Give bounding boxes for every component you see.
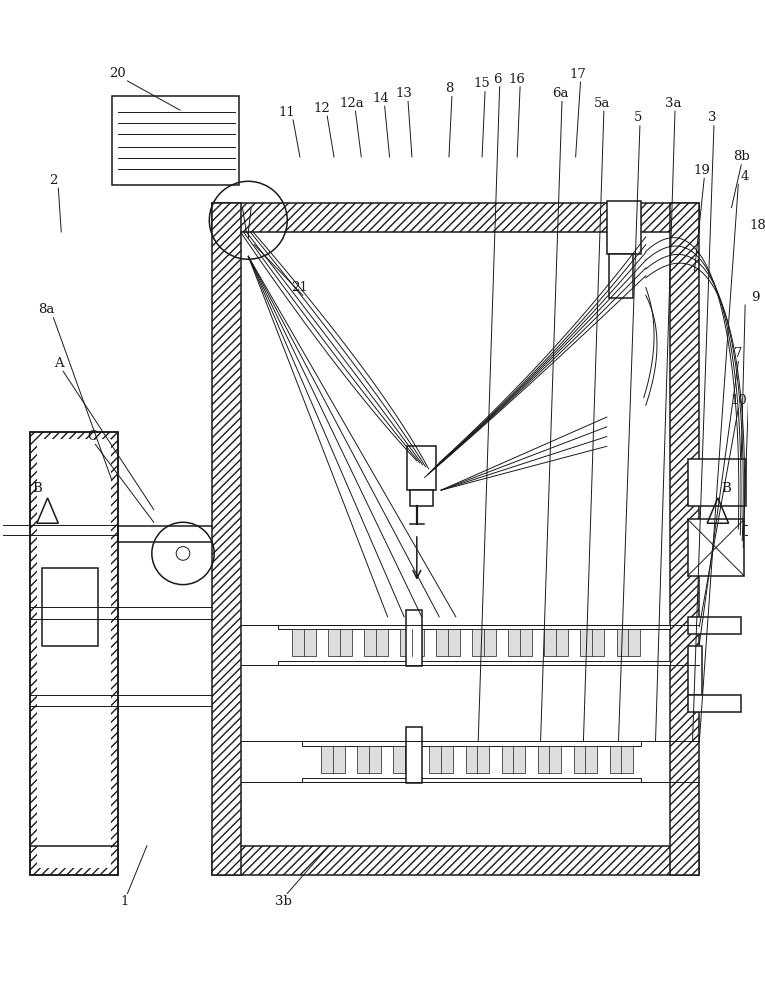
Bar [292, 630, 315, 655]
Text: 13: 13 [396, 87, 412, 100]
Text: 18: 18 [750, 219, 765, 232]
Bar [688, 646, 702, 695]
Text: 6: 6 [493, 72, 502, 85]
Circle shape [176, 546, 190, 560]
Bar [407, 446, 436, 490]
Text: 20: 20 [109, 66, 126, 79]
Bar [364, 630, 388, 655]
Text: 2: 2 [49, 174, 57, 187]
Text: 8: 8 [444, 82, 453, 95]
Text: A: A [54, 357, 64, 370]
Text: 21: 21 [291, 281, 308, 294]
Text: 5a: 5a [594, 97, 610, 110]
Text: 17: 17 [569, 67, 586, 80]
Text: 12a: 12a [339, 97, 364, 110]
Bar [574, 746, 597, 772]
Text: 11: 11 [279, 106, 295, 119]
Bar [545, 630, 568, 655]
Bar [617, 630, 640, 655]
Text: 9: 9 [750, 291, 759, 304]
Bar [607, 201, 641, 254]
Bar [410, 490, 434, 506]
Bar [466, 746, 489, 772]
Bar [406, 727, 422, 783]
Bar [112, 96, 239, 185]
Bar [670, 203, 699, 875]
Bar [688, 695, 741, 712]
Text: 12: 12 [313, 102, 330, 115]
Bar [610, 746, 633, 772]
Text: 1: 1 [120, 895, 129, 908]
Text: 3: 3 [708, 112, 716, 125]
Text: 6a: 6a [552, 87, 568, 100]
Bar [278, 625, 670, 630]
Bar [581, 630, 604, 655]
Text: 7: 7 [734, 347, 743, 360]
Bar [400, 630, 424, 655]
Bar [321, 746, 345, 772]
Bar [406, 610, 422, 666]
Text: 3b: 3b [275, 895, 291, 908]
Bar [212, 845, 699, 875]
Text: 19: 19 [694, 164, 711, 177]
Text: B: B [32, 482, 42, 495]
Text: 8a: 8a [38, 303, 55, 317]
Bar [30, 432, 118, 875]
Bar [472, 630, 496, 655]
Bar [429, 746, 453, 772]
Text: 16: 16 [509, 72, 526, 85]
Bar [212, 203, 242, 875]
Bar [212, 203, 699, 232]
Bar [688, 617, 741, 635]
Bar [242, 232, 670, 845]
Text: 15: 15 [474, 77, 490, 90]
Bar [393, 746, 417, 772]
Text: C: C [87, 430, 97, 444]
Text: 14: 14 [373, 92, 389, 105]
Text: 5: 5 [633, 112, 642, 125]
Bar [436, 630, 460, 655]
Bar [688, 459, 746, 506]
Bar [538, 746, 561, 772]
Bar [502, 746, 525, 772]
Text: B: B [721, 482, 731, 495]
Bar [42, 568, 98, 646]
Bar [328, 630, 352, 655]
Bar [357, 746, 381, 772]
Text: 10: 10 [730, 394, 747, 407]
Text: 8b: 8b [733, 150, 750, 163]
Bar [302, 742, 641, 746]
Text: 4: 4 [741, 170, 750, 183]
Bar [278, 660, 670, 665]
Bar [509, 630, 532, 655]
Text: 3a: 3a [665, 97, 682, 110]
Bar [302, 777, 641, 782]
Bar [37, 440, 111, 868]
Bar [688, 520, 744, 576]
Bar [30, 432, 118, 875]
Bar [609, 254, 633, 298]
